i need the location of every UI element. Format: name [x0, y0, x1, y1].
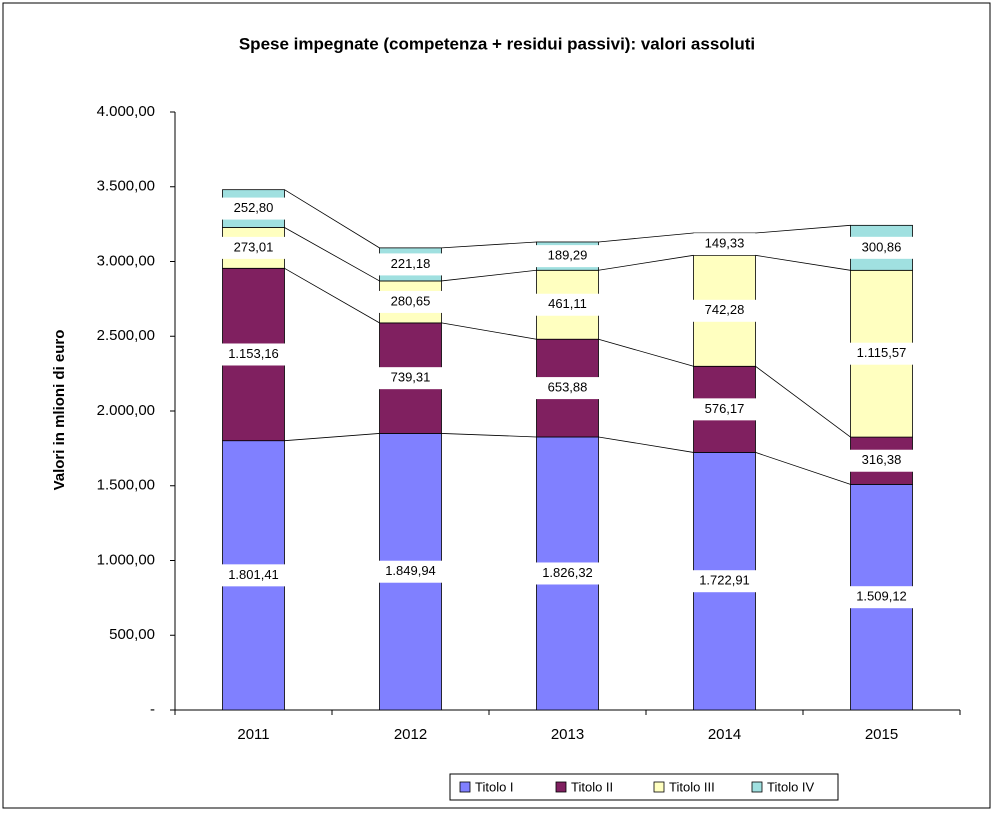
y-tick-label: 2.500,00: [97, 327, 155, 344]
label-bg: [378, 560, 443, 583]
data-label: 273,01: [234, 239, 274, 254]
y-tick-label: 3.000,00: [97, 252, 155, 269]
series-line: [441, 269, 537, 282]
series-line: [284, 267, 380, 324]
data-label: 1.801,41: [228, 567, 279, 582]
label-bg: [535, 245, 600, 268]
series-line: [755, 365, 851, 438]
label-bg: [535, 377, 600, 400]
x-tick-label: 2013: [551, 726, 584, 743]
label-bg: [535, 293, 600, 316]
data-label: 221,18: [391, 256, 431, 271]
y-tick-label: 2.000,00: [97, 402, 155, 419]
legend-swatch: [459, 781, 471, 793]
data-label: 461,11: [548, 296, 587, 311]
x-tick-label: 2011: [237, 726, 269, 743]
chart-title: Spese impegnate (competenza + residui pa…: [239, 34, 755, 53]
y-axis-label: Valori in mlioni di euro: [51, 330, 68, 491]
data-label: 1.509,12: [856, 589, 907, 604]
label-bg: [535, 562, 600, 585]
legend-label: Titolo I: [475, 779, 514, 794]
data-label: 189,29: [548, 248, 588, 263]
y-tick-label: 1.500,00: [97, 477, 155, 494]
data-label: 1.153,16: [228, 346, 279, 361]
label-bg: [849, 236, 914, 259]
legend-label: Titolo IV: [767, 779, 815, 794]
x-tick-label: 2012: [394, 726, 427, 743]
label-bg: [849, 449, 914, 472]
series-line: [755, 254, 851, 271]
legend-swatch: [555, 781, 567, 793]
label-bg: [849, 342, 914, 365]
data-label: 1.115,57: [857, 345, 907, 360]
series-line: [441, 241, 537, 249]
legend-swatch: [751, 781, 763, 793]
label-bg: [692, 570, 757, 593]
data-label: 252,80: [234, 200, 274, 215]
series-line: [284, 433, 380, 442]
legend-swatch: [653, 781, 665, 793]
series-line: [598, 232, 694, 243]
data-label: 742,28: [705, 302, 745, 317]
series-line: [755, 224, 851, 234]
data-label: 300,86: [862, 239, 902, 254]
label-bg: [221, 343, 286, 366]
data-label: 1.722,91: [699, 573, 750, 588]
label-bg: [378, 367, 443, 390]
y-tick-label: 3.500,00: [97, 178, 155, 195]
series-line: [598, 254, 694, 271]
data-label: 1.849,94: [385, 563, 436, 578]
label-bg: [692, 398, 757, 421]
label-bg: [221, 564, 286, 587]
series-line: [598, 338, 694, 367]
data-label: 149,33: [705, 236, 745, 251]
x-tick-label: 2015: [865, 726, 898, 743]
data-label: 316,38: [862, 452, 902, 467]
label-bg: [221, 197, 286, 220]
label-bg: [221, 236, 286, 259]
label-bg: [692, 299, 757, 322]
legend-label: Titolo II: [571, 779, 613, 794]
series-line: [441, 433, 537, 438]
x-tick-label: 2014: [708, 726, 741, 743]
y-tick-label: -: [150, 701, 155, 718]
legend-box: [449, 773, 839, 801]
y-tick-label: 4.000,00: [97, 103, 155, 120]
y-tick-label: 500,00: [109, 626, 155, 643]
legend-label: Titolo III: [669, 779, 715, 794]
series-line: [284, 227, 380, 282]
data-label: 1.826,32: [542, 565, 593, 580]
series-line: [755, 452, 851, 485]
label-bg: [378, 253, 443, 276]
label-bg: [378, 290, 443, 313]
data-label: 739,31: [391, 370, 431, 385]
series-line: [441, 322, 537, 340]
series-line: [598, 436, 694, 453]
series-line: [284, 189, 380, 249]
label-bg: [692, 233, 757, 256]
data-label: 576,17: [705, 401, 745, 416]
data-label: 653,88: [548, 380, 588, 395]
label-bg: [849, 586, 914, 609]
y-tick-label: 1.000,00: [97, 551, 155, 568]
data-label: 280,65: [391, 293, 431, 308]
